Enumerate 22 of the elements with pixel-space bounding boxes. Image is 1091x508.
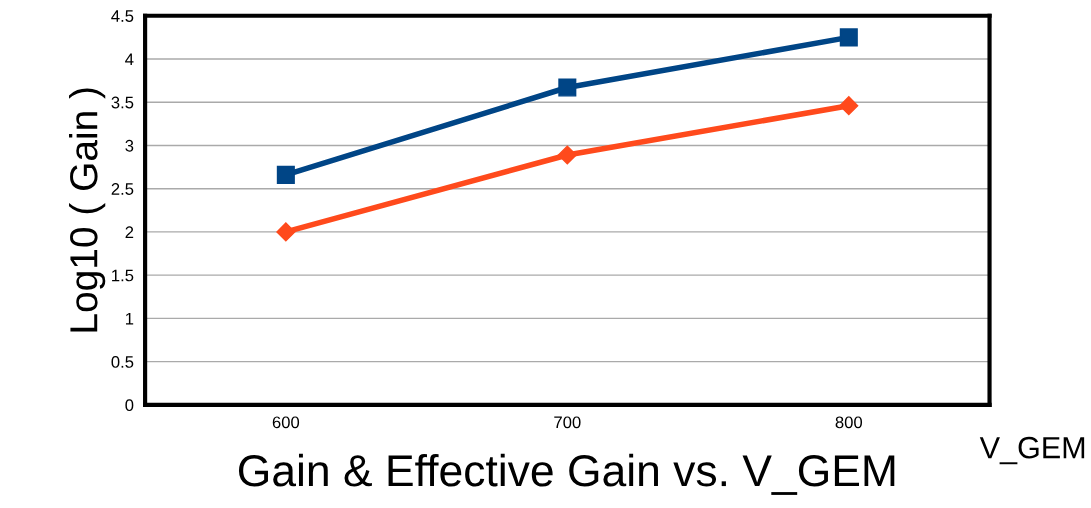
- x-tick-label: 600: [272, 416, 300, 429]
- x-tick-label: 800: [835, 416, 863, 429]
- y-tick-label: 0: [125, 399, 134, 412]
- x-tick-label: 700: [554, 416, 581, 429]
- x-axis-title: V_GEM: [979, 436, 1085, 465]
- y-tick-label: 3.5: [111, 96, 134, 109]
- text: Gain & Effective Gain vs. V_GEM: [238, 453, 895, 495]
- y-tick-label: 4.5: [111, 10, 134, 22]
- point: [558, 78, 577, 97]
- y-tick-label: 0.5: [111, 356, 134, 368]
- y-tick-label: 2.5: [111, 183, 134, 195]
- point: [557, 145, 577, 165]
- point: [839, 96, 859, 116]
- y-tick-label: 4: [125, 53, 134, 66]
- point: [276, 222, 296, 242]
- y-tick-label: 1.5: [112, 269, 134, 282]
- y-tick-label: 1: [125, 312, 134, 325]
- y-tick-label: 3: [125, 139, 134, 152]
- y-axis-title: Log10 ( Gain ): [69, 88, 106, 332]
- point: [276, 165, 295, 184]
- y-tick-label: 2: [125, 226, 134, 238]
- point: [839, 28, 858, 47]
